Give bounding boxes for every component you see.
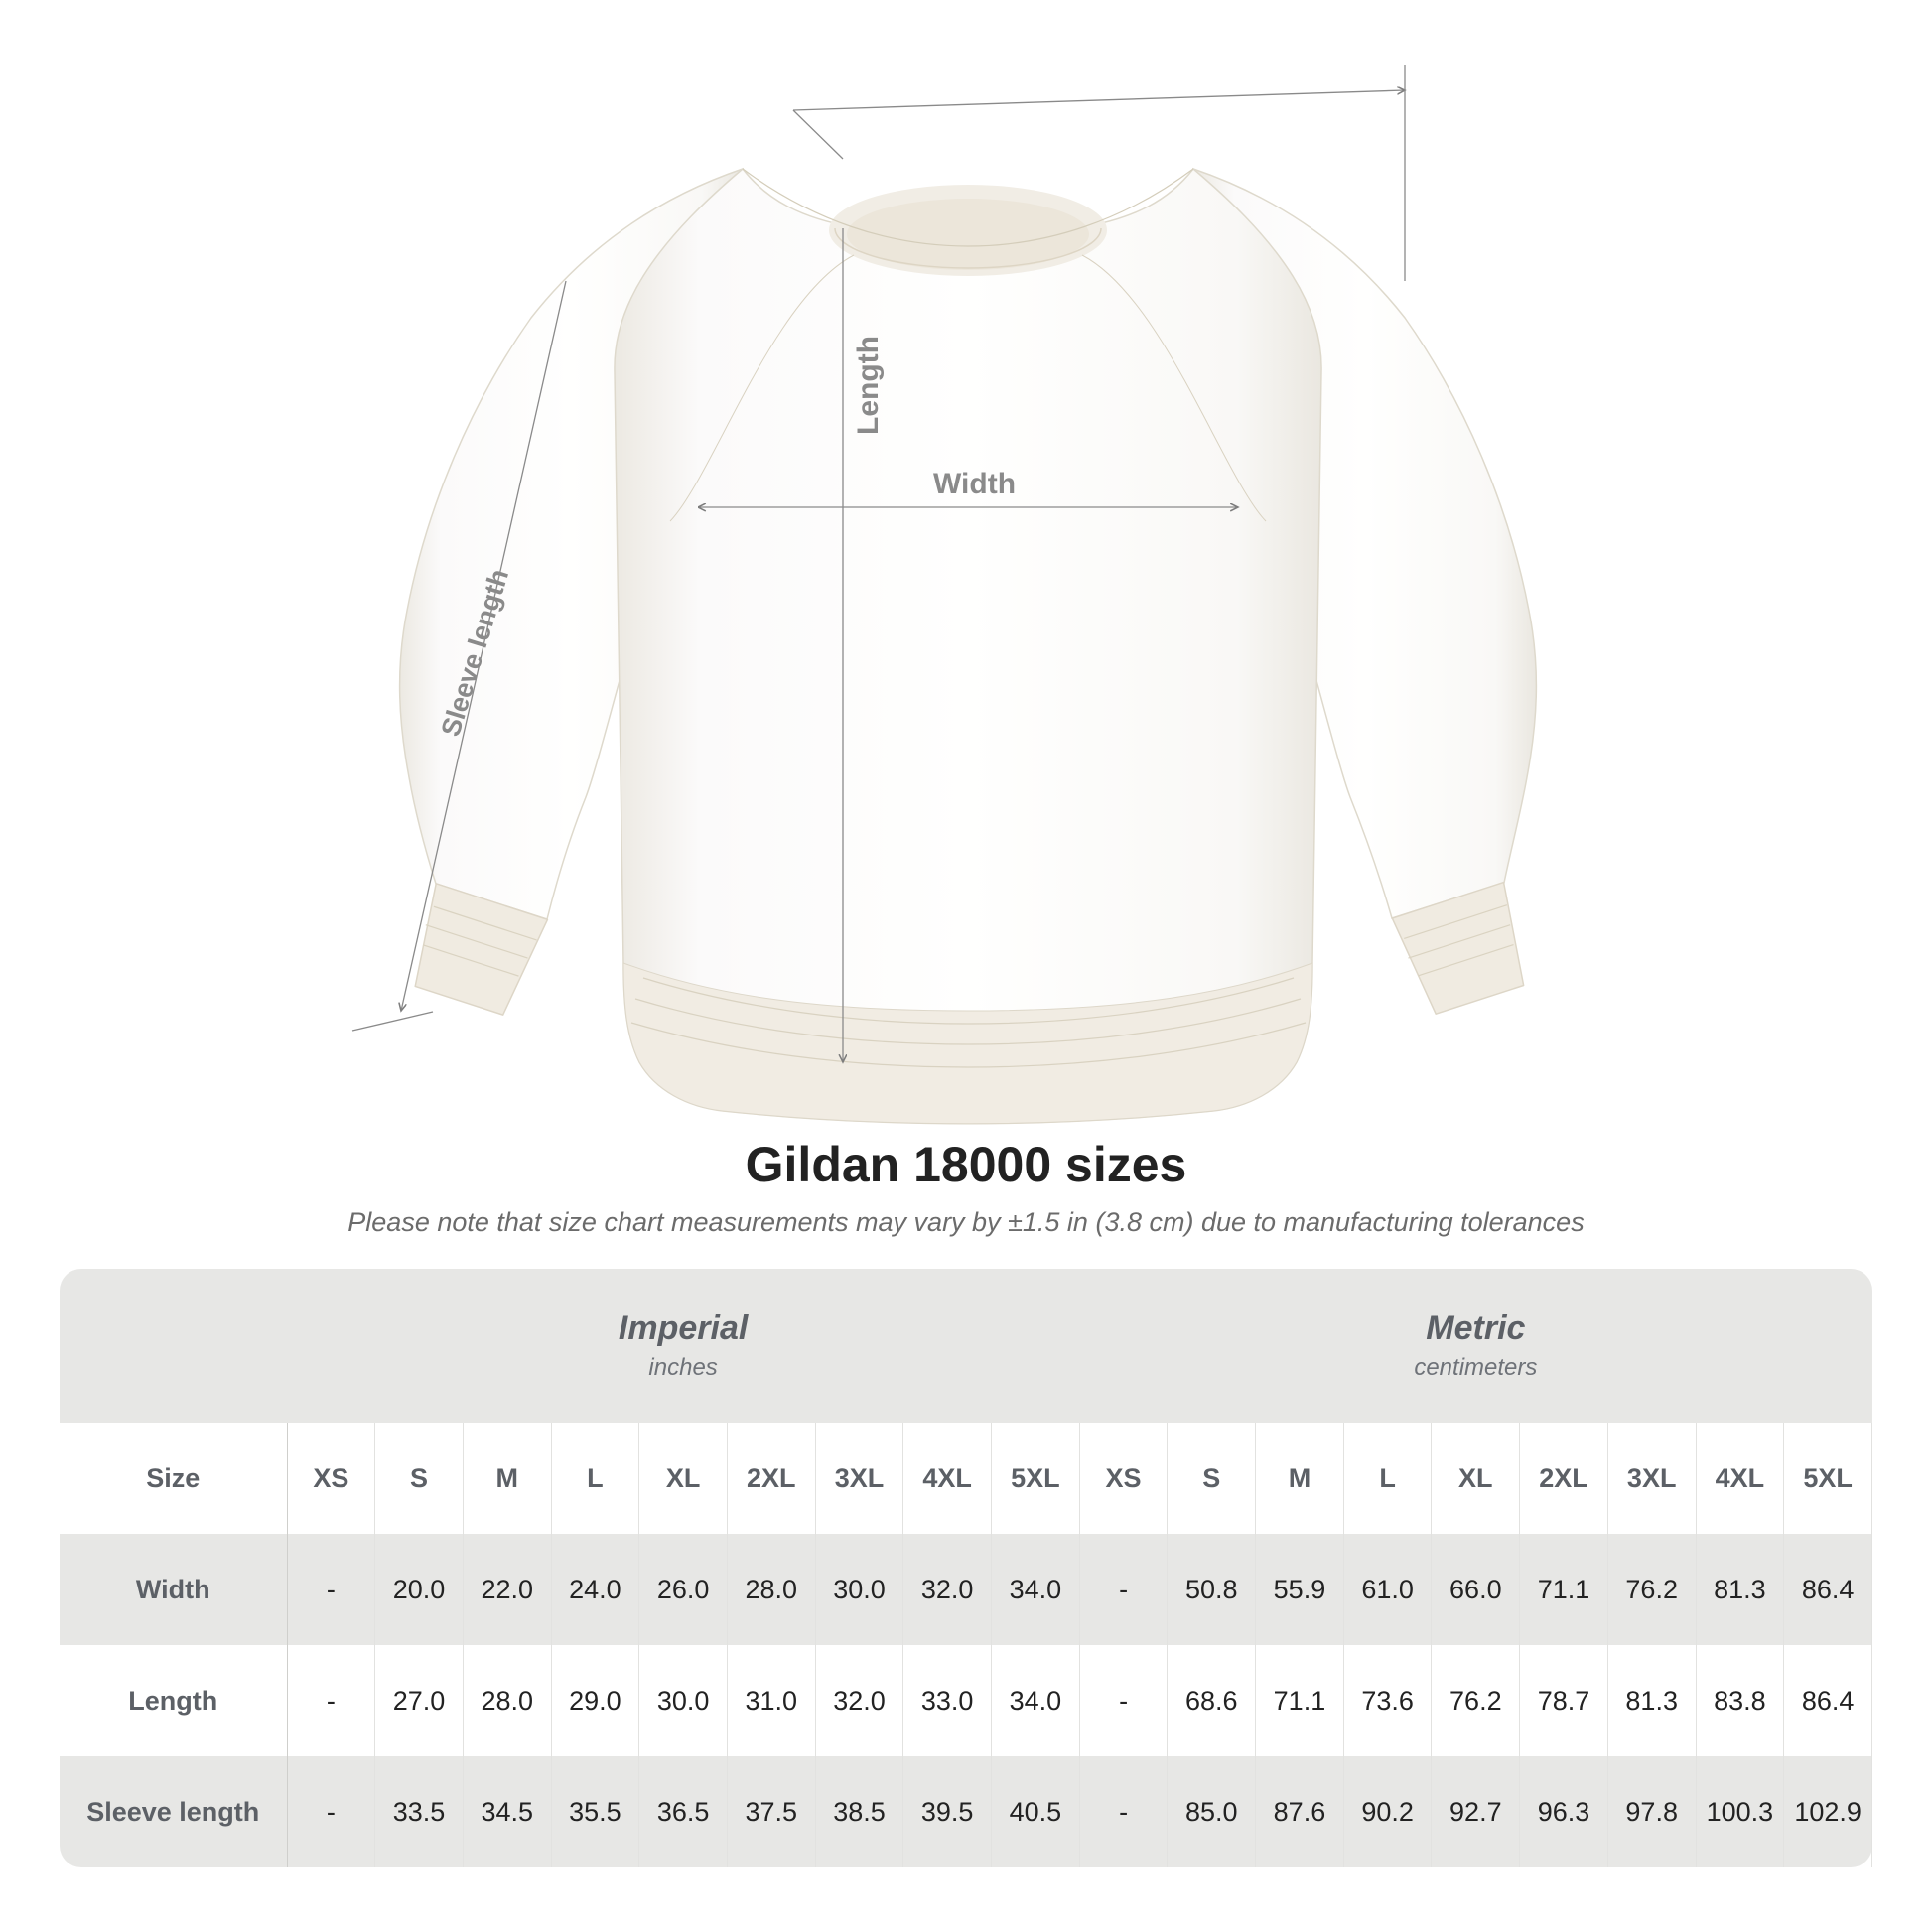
svg-text:Length: Length <box>852 336 885 435</box>
svg-text:Width: Width <box>933 468 1016 500</box>
